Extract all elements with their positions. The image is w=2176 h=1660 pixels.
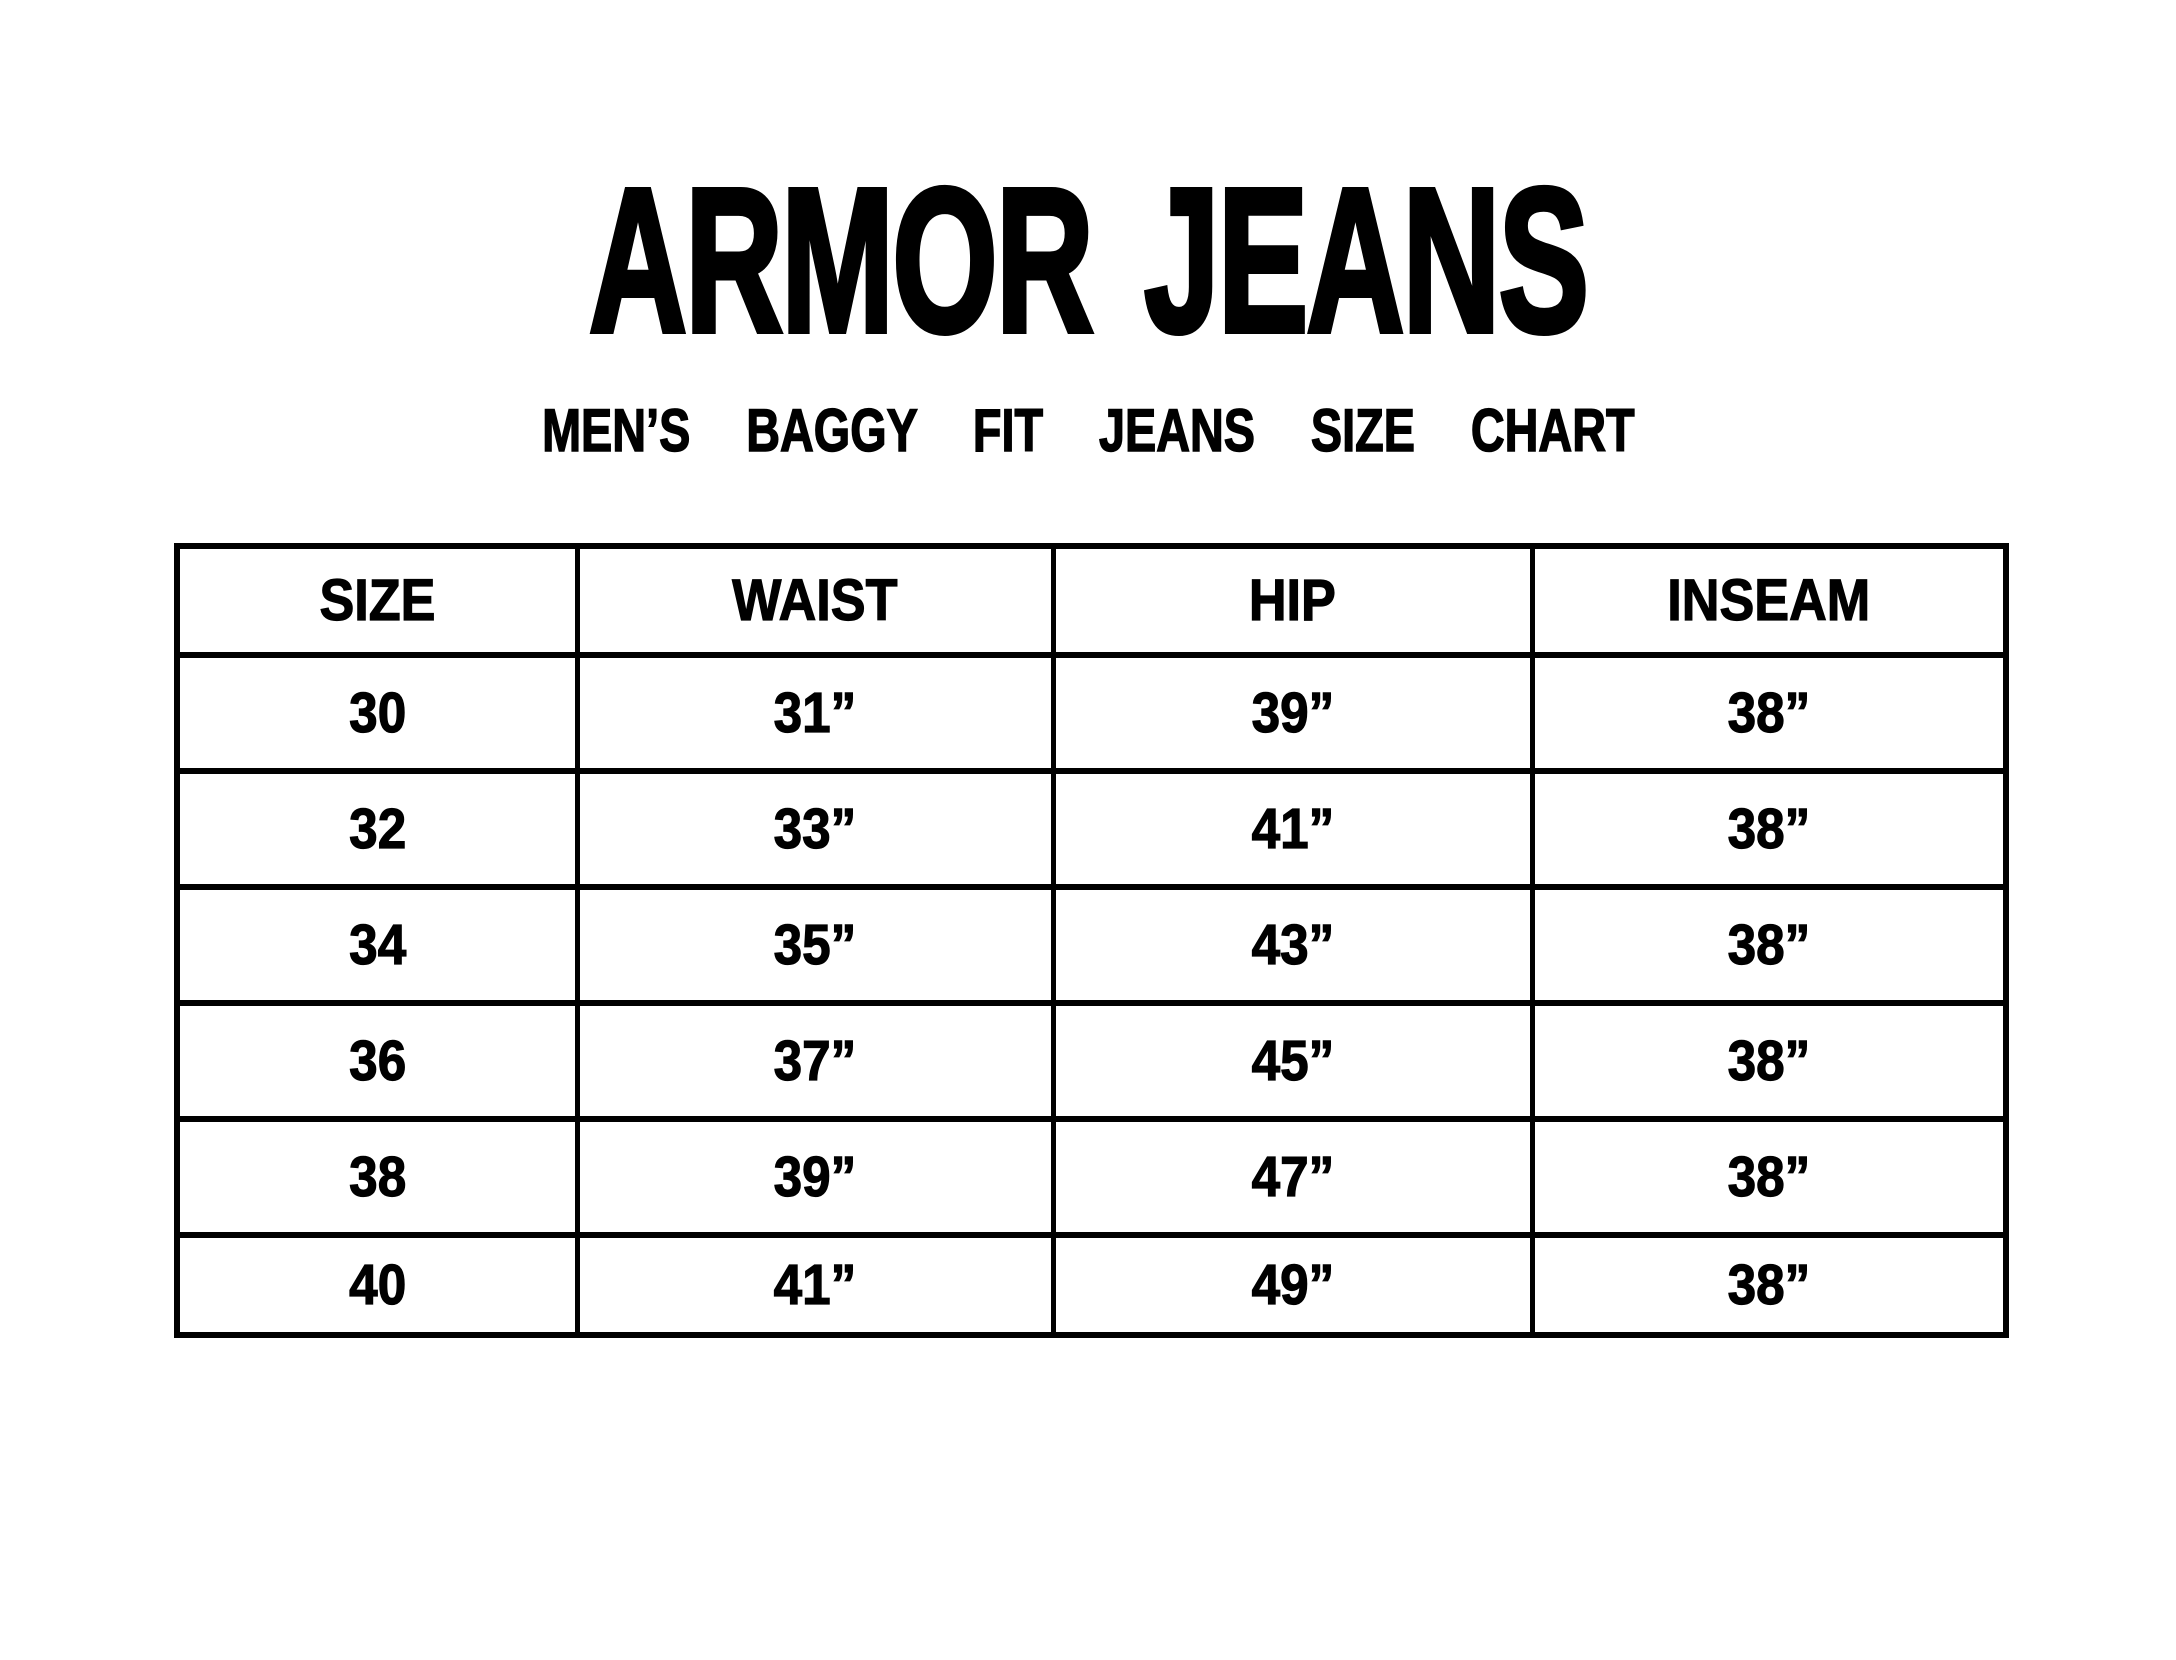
size-cell: 32 [174,768,580,890]
size-cell: 36 [174,1000,580,1122]
cell-value: 38” [1727,796,1811,861]
cell-value: 32 [348,796,406,861]
cell-value: 38 [348,1144,406,1209]
column-header-label: WAIST [732,567,898,633]
cell-value: 31” [773,680,857,745]
cell-value: 35” [773,912,857,977]
cell-value: 40 [348,1252,406,1317]
cell-value: 39” [1251,680,1335,745]
size-cell: 38” [1529,652,2009,774]
table-row: 36 37” 45” 38” [174,1000,2009,1122]
cell-value: 38” [1727,912,1811,977]
size-cell: 38” [1529,884,2009,1006]
table-header: SIZE WAIST HIP INSEAM [174,543,2009,658]
table-row: 38 39” 47” 38” [174,1116,2009,1238]
table-row: 34 35” 43” 38” [174,884,2009,1006]
brand-title: ARMOR JEANS [0,146,2176,375]
size-cell: 41” [574,1232,1056,1338]
table-row: 40 41” 49” 38” [174,1232,2009,1338]
size-cell: 38” [1529,1232,2009,1338]
column-header-label: HIP [1248,567,1337,633]
cell-value: 38” [1727,680,1811,745]
column-header-label: SIZE [319,567,436,633]
column-header-inseam: INSEAM [1529,543,2009,658]
chart-subtitle: MEN’S BAGGY FIT JEANS SIZE CHART [0,397,2176,464]
column-header-size: SIZE [174,543,580,658]
cell-value: 41” [1251,796,1335,861]
cell-value: 38” [1727,1252,1811,1317]
size-cell: 38” [1529,1116,2009,1238]
size-cell: 43” [1050,884,1535,1006]
size-cell: 38” [1529,768,2009,890]
cell-value: 33” [773,796,857,861]
header-row: SIZE WAIST HIP INSEAM [174,543,2009,658]
table-body: 30 31” 39” 38” 32 33” 41” 38” 34 35” 43” 38” 36 37” 45… [174,652,2009,1338]
size-chart-table: SIZE WAIST HIP INSEAM 30 31” 39” 38” 32 33” 41” 38… [174,543,2009,1338]
column-header-hip: HIP [1050,543,1535,658]
size-cell: 35” [574,884,1056,1006]
cell-value: 30 [348,680,406,745]
size-cell: 33” [574,768,1056,890]
size-cell: 39” [574,1116,1056,1238]
size-cell: 31” [574,652,1056,774]
cell-value: 41” [773,1252,857,1317]
chart-subtitle-text: MEN’S BAGGY FIT JEANS SIZE CHART [541,397,1635,464]
cell-value: 45” [1251,1028,1335,1093]
brand-title-text: ARMOR JEANS [587,146,1591,375]
table-row: 30 31” 39” 38” [174,652,2009,774]
size-cell: 41” [1050,768,1535,890]
size-cell: 34 [174,884,580,1006]
column-header-label: INSEAM [1667,567,1871,633]
size-cell: 45” [1050,1000,1535,1122]
cell-value: 39” [773,1144,857,1209]
table-row: 32 33” 41” 38” [174,768,2009,890]
cell-value: 43” [1251,912,1335,977]
size-cell: 38” [1529,1000,2009,1122]
size-cell: 40 [174,1232,580,1338]
size-cell: 38 [174,1116,580,1238]
size-cell: 49” [1050,1232,1535,1338]
cell-value: 38” [1727,1144,1811,1209]
column-header-waist: WAIST [574,543,1056,658]
cell-value: 47” [1251,1144,1335,1209]
cell-value: 34 [348,912,406,977]
cell-value: 36 [348,1028,406,1093]
cell-value: 49” [1251,1252,1335,1317]
size-cell: 30 [174,652,580,774]
size-cell: 47” [1050,1116,1535,1238]
size-cell: 37” [574,1000,1056,1122]
cell-value: 37” [773,1028,857,1093]
size-cell: 39” [1050,652,1535,774]
cell-value: 38” [1727,1028,1811,1093]
